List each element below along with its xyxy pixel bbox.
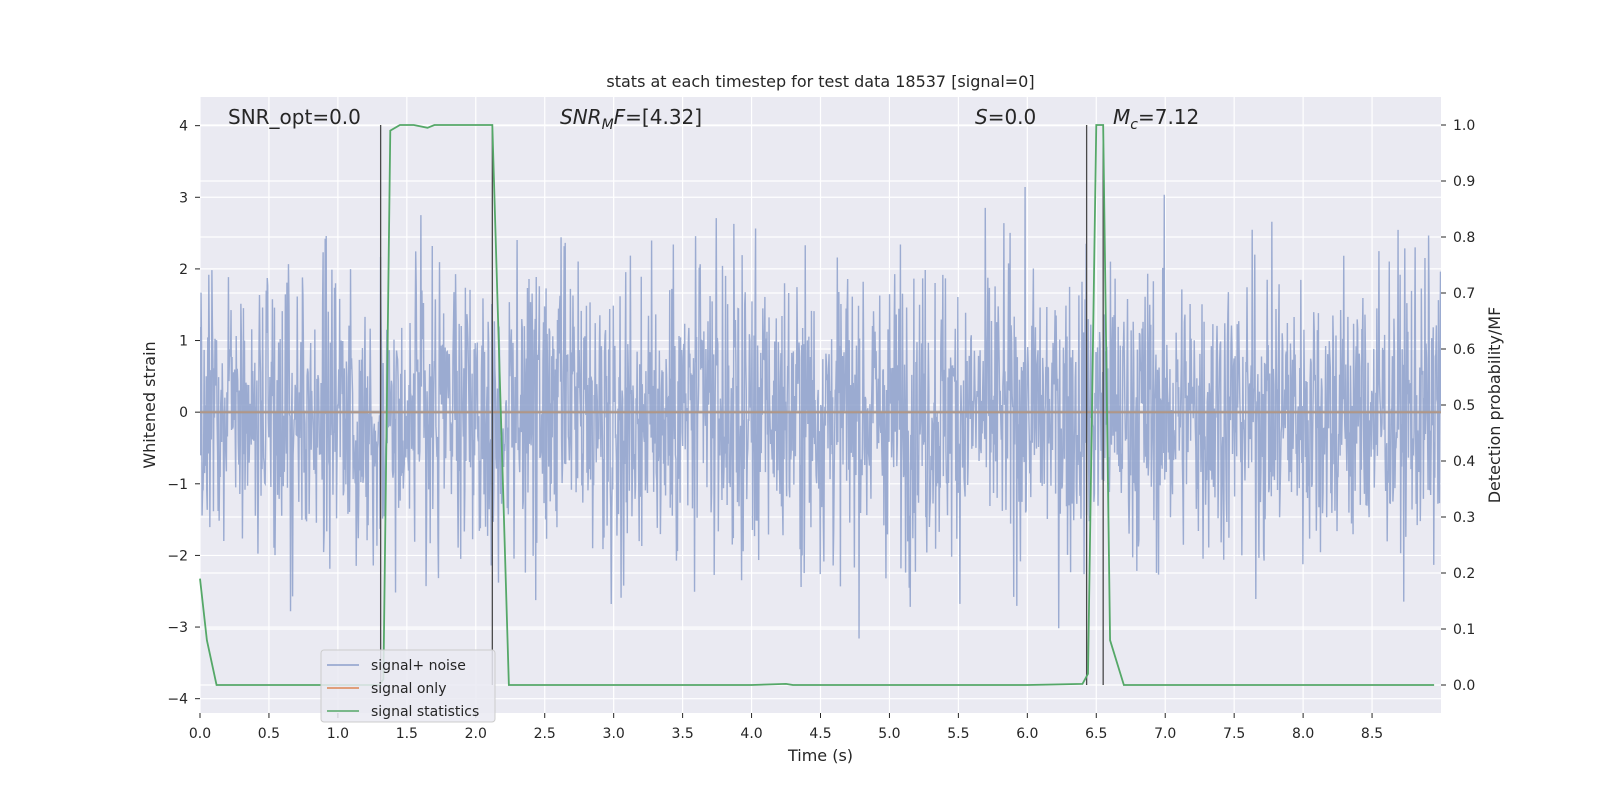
x-tick-label: 7.5	[1223, 726, 1245, 742]
annotation-mc-main: M	[1113, 105, 1130, 129]
x-tick-label: 6.0	[1016, 726, 1038, 742]
y-tick-label: 2	[179, 262, 188, 278]
x-axis-label: Time (s)	[787, 746, 853, 765]
right-y-tick-label: 0.3	[1453, 510, 1475, 526]
right-y-tick-label: 0.6	[1453, 342, 1475, 358]
annotation-snr-mf-sub: M	[602, 117, 614, 133]
annotation-s-rest: =0.0	[988, 105, 1037, 129]
right-y-tick-label: 1.0	[1453, 118, 1475, 134]
signal-noise-line	[200, 186, 1441, 639]
x-tick-label: 2.5	[534, 726, 556, 742]
x-tick-label: 4.0	[740, 726, 762, 742]
annotation-s-main: S	[975, 105, 988, 129]
x-tick-label: 8.0	[1292, 726, 1314, 742]
annotation-snr-opt: SNR_opt=0.0	[228, 105, 361, 129]
x-tick-label: 1.0	[327, 726, 349, 742]
x-axis-ticks: 0.0 0.5 1.0 1.5 2.0 2.5 3.0 3.5 4.0 4.5 5.0 5.5 6.0 6…	[189, 713, 1383, 742]
y-tick-label: 1	[179, 334, 188, 350]
x-tick-label: 7.0	[1154, 726, 1176, 742]
x-tick-label: 6.5	[1085, 726, 1107, 742]
right-y-tick-label: 0.5	[1453, 398, 1475, 414]
vertical-markers	[379, 125, 1104, 685]
right-y-tick-label: 0.4	[1453, 454, 1475, 470]
right-y-axis-ticks: 1.0 0.9 0.8 0.7 0.6 0.5 0.4 0.3 0.2 0.1 0.0	[1441, 118, 1475, 694]
x-tick-label: 0.5	[258, 726, 280, 742]
y-tick-label: 3	[179, 190, 188, 206]
y-tick-label: −2	[167, 548, 188, 564]
legend-box	[320, 649, 496, 723]
x-tick-label: 3.5	[671, 726, 693, 742]
right-y-tick-label: 0.1	[1453, 622, 1475, 638]
right-y-tick-label: 0.0	[1453, 678, 1475, 694]
annotation-snr-mf-rest: =[4.32]	[625, 105, 702, 129]
annotation-mc: Mc=7.12	[1113, 105, 1199, 133]
y-axis-ticks: 4 3 2 1 0 −1 −2 −3 −4	[167, 119, 200, 708]
x-tick-label: 1.5	[396, 726, 418, 742]
right-y-tick-label: 0.2	[1453, 566, 1475, 582]
y-axis-label: Whitened strain	[140, 341, 159, 468]
y-tick-label: −4	[167, 692, 188, 708]
annotation-s: S=0.0	[975, 105, 1036, 129]
y-tick-label: −1	[167, 477, 188, 493]
x-tick-label: 8.5	[1361, 726, 1383, 742]
legend-label-signal-only: signal only	[371, 681, 446, 697]
right-y-axis-label: Detection probability/MF	[1485, 307, 1504, 504]
annotation-snr-mf: SNRMF=[4.32]	[560, 105, 702, 133]
annotation-mc-rest: =7.12	[1138, 105, 1199, 129]
x-tick-label: 3.0	[603, 726, 625, 742]
x-tick-label: 2.0	[465, 726, 487, 742]
y-tick-label: 0	[179, 405, 188, 421]
legend-label-signal-noise: signal+ noise	[371, 658, 466, 674]
annotation-snr-mf-rest-f: F	[614, 105, 626, 129]
annotation-snr-mf-main: SNR	[560, 105, 602, 129]
x-tick-label: 0.0	[189, 726, 211, 742]
y-tick-label: −3	[167, 620, 188, 636]
annotation-mc-sub: c	[1130, 117, 1138, 133]
right-y-tick-label: 0.7	[1453, 286, 1475, 302]
x-tick-label: 5.0	[878, 726, 900, 742]
right-y-tick-label: 0.8	[1453, 230, 1475, 246]
signal-noise-series	[200, 186, 1441, 639]
x-tick-label: 4.5	[809, 726, 831, 742]
legend-label-signal-statistics: signal statistics	[371, 704, 479, 720]
right-y-tick-label: 0.9	[1453, 174, 1475, 190]
chart-title: stats at each timestep for test data 185…	[606, 72, 1034, 91]
legend: signal+ noise signal only signal statist…	[320, 649, 496, 723]
x-tick-label: 5.5	[947, 726, 969, 742]
y-tick-label: 4	[179, 119, 188, 135]
